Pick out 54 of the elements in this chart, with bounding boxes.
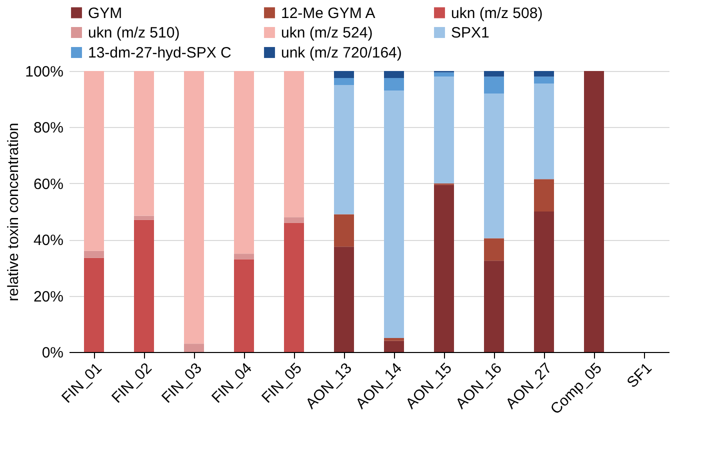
bar [84, 258, 104, 352]
bar [234, 71, 254, 254]
bar [384, 71, 404, 78]
bar [434, 184, 454, 352]
y-axis-title: relative toxin concentration [5, 122, 22, 302]
bar [584, 71, 604, 352]
bar [334, 71, 354, 78]
legend-label: ukn (m/z 510) [88, 24, 180, 42]
y-tick-label: 80% [33, 120, 64, 137]
bar [434, 72, 454, 77]
bar [334, 246, 354, 352]
bar [384, 338, 404, 341]
bar [384, 78, 404, 91]
bar [84, 250, 104, 258]
bar [384, 90, 404, 338]
bar [334, 78, 354, 86]
bar [284, 222, 304, 352]
bar [134, 220, 154, 352]
bar [184, 71, 204, 344]
y-tick-label: 60% [33, 176, 64, 193]
bar [84, 71, 104, 251]
legend-label: ukn (m/z 508) [451, 4, 543, 22]
y-tick-label: 40% [33, 232, 64, 250]
y-tick-label: 0% [42, 344, 64, 362]
bar [284, 71, 304, 218]
bar [534, 212, 554, 352]
bar [434, 76, 454, 184]
y-tick-label: 100% [25, 64, 64, 80]
bar [334, 85, 354, 214]
legend-label: ukn (m/z 524) [281, 24, 373, 42]
bar [284, 217, 304, 223]
bar [534, 71, 554, 77]
bar [484, 76, 504, 94]
bar [534, 179, 554, 212]
x-tick-label: SF1 [624, 360, 656, 392]
y-tick-label: 20% [33, 288, 64, 306]
legend-label: SPX1 [451, 24, 490, 42]
bar [484, 238, 504, 261]
bar [534, 84, 554, 180]
bar [134, 71, 154, 216]
bar [234, 259, 254, 352]
bar [484, 71, 504, 77]
bar [334, 214, 354, 247]
bar [534, 76, 554, 84]
bar [484, 260, 504, 352]
legend-label: GYM [88, 4, 122, 22]
legend-label: 12-Me GYM A [281, 4, 376, 22]
bar [134, 216, 154, 220]
bar [234, 254, 254, 260]
bar [484, 93, 504, 238]
bar [184, 344, 204, 352]
bar [384, 340, 404, 352]
legend-label: 13-dm-27-hyd-SPX C [88, 44, 232, 62]
legend-label: unk (m/z 720/164) [281, 44, 402, 62]
